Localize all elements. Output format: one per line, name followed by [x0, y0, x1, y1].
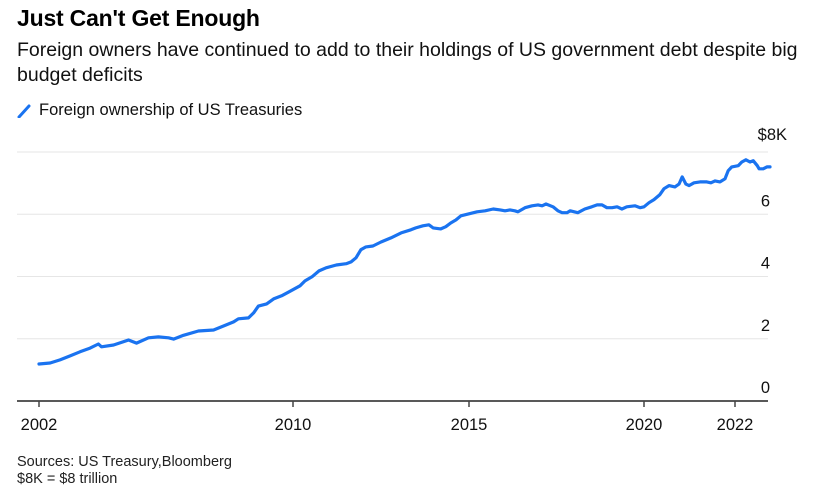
- x-tick-label: 2022: [717, 416, 754, 434]
- source-note: Sources: US Treasury,Bloomberg $8K = $8 …: [17, 454, 232, 488]
- legend-label: Foreign ownership of US Treasuries: [39, 101, 303, 119]
- legend-line-icon: [17, 104, 31, 118]
- y-tick-label: 2: [761, 317, 770, 335]
- y-tick-label: 0: [761, 379, 770, 397]
- gridlines: [17, 151, 768, 340]
- x-tick-label: 2015: [451, 416, 488, 434]
- y-tick-label: 6: [761, 192, 770, 210]
- x-tick-label: 2002: [21, 416, 58, 434]
- x-tick-label: 2010: [275, 416, 312, 434]
- series-line-0: [37, 158, 772, 366]
- y-tick-label: 4: [761, 255, 770, 273]
- series: [37, 158, 772, 366]
- y-tick-label: $8K: [758, 126, 787, 144]
- x-axis: 2002 2010 2015 2020 2022: [17, 400, 768, 434]
- x-tick-label: 2020: [626, 416, 663, 434]
- y-axis-labels: $8K 6 4 2 0: [758, 126, 787, 397]
- chart-subtitle: Foreign owners have continued to add to …: [17, 39, 798, 86]
- chart-title: Just Can't Get Enough: [17, 5, 260, 31]
- legend: Foreign ownership of US Treasuries: [17, 101, 302, 120]
- unit-note: $8K = $8 trillion: [17, 471, 118, 487]
- sources-text: Sources: US Treasury,Bloomberg: [17, 454, 232, 470]
